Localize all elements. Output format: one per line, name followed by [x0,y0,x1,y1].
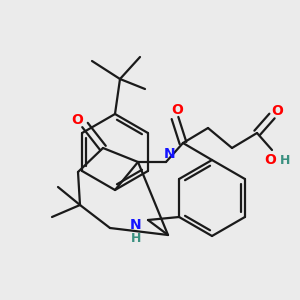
Text: O: O [171,103,183,117]
Text: H: H [131,232,141,245]
Text: H: H [280,154,290,166]
Text: N: N [164,147,176,161]
Text: O: O [264,153,276,167]
Text: O: O [71,113,83,127]
Text: O: O [271,104,283,118]
Text: N: N [130,218,142,232]
